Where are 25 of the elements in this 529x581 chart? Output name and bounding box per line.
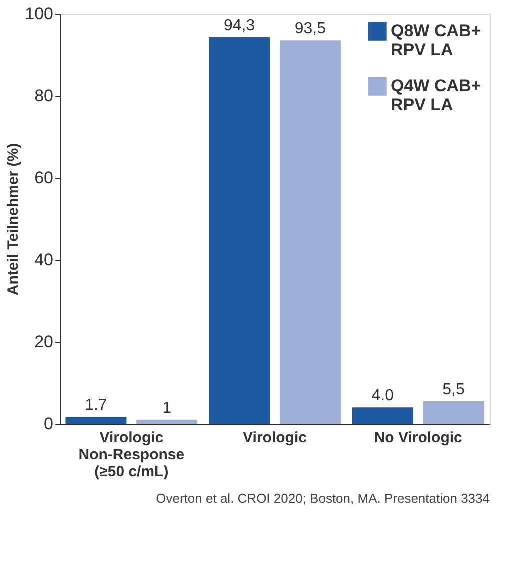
data-label: 93,5 [294, 20, 326, 38]
y-tick-label: 20 [34, 332, 54, 352]
x-tick-label: Virologic [243, 430, 307, 446]
y-tick-label: 80 [34, 86, 54, 106]
data-label: 1 [162, 400, 172, 417]
bar [136, 420, 198, 424]
legend-label: Q4W CAB+ RPV LA [391, 76, 482, 114]
y-axis-title: Anteil Teilnehmer (%) [5, 143, 22, 296]
y-tick-label: 40 [34, 250, 54, 270]
legend-label: Q8W CAB+ RPV LA [391, 22, 482, 60]
bar [423, 401, 484, 424]
x-tick-label: No Virologic [374, 430, 462, 446]
bar [66, 417, 127, 424]
data-label: 94,3 [224, 17, 256, 34]
bar [280, 40, 341, 424]
y-tick-label: 0 [44, 414, 54, 434]
y-tick-label: 60 [34, 168, 54, 188]
x-tick-label: Virologic Non-Response (≥50 c/mL) [78, 430, 185, 480]
data-label: 1.7 [85, 397, 108, 414]
data-label: 4.0 [372, 388, 394, 405]
text: Overton et al. CROI 2020; Boston, MA. Presentation 3334 [156, 491, 490, 506]
bar [352, 408, 414, 424]
y-tick-label: 100 [25, 4, 54, 24]
data-label: 5,5 [442, 381, 465, 398]
bar [209, 37, 270, 424]
